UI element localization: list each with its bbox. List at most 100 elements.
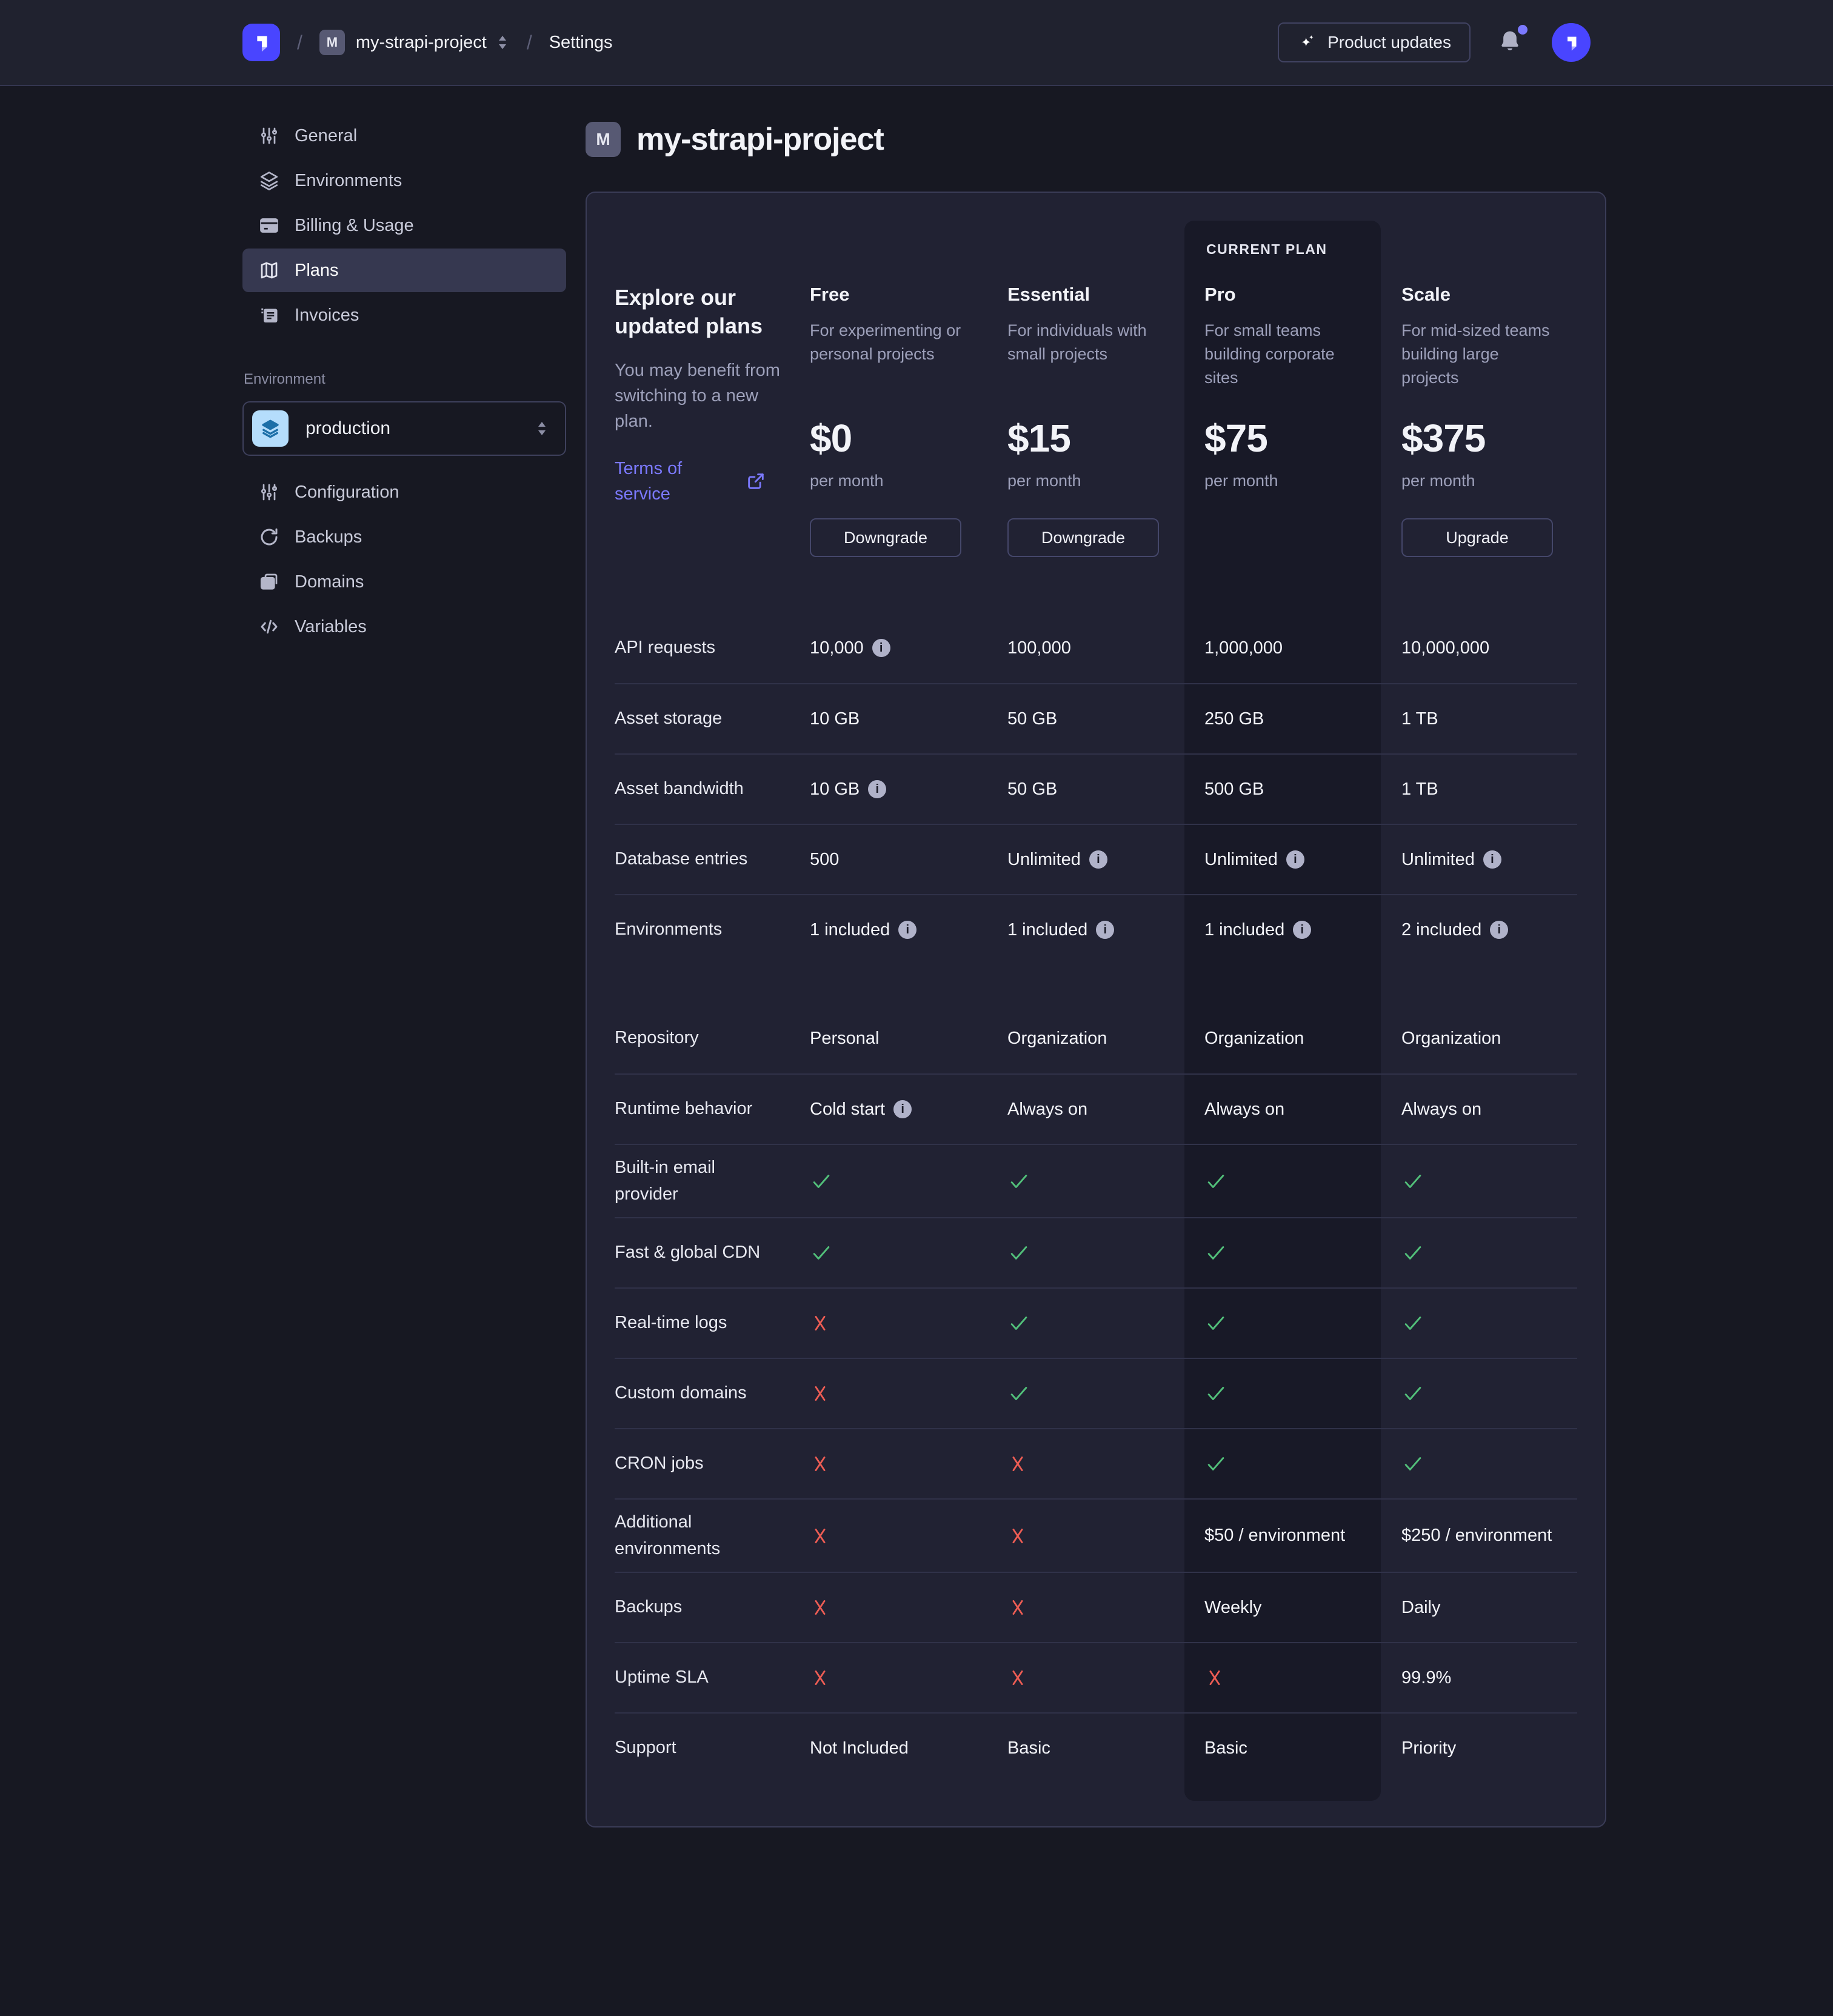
breadcrumb-project[interactable]: my-strapi-project bbox=[355, 32, 487, 52]
feature-value-text: 100,000 bbox=[1007, 638, 1071, 658]
feature-value: 250 GB bbox=[1204, 709, 1401, 729]
feature-value-text: 50 GB bbox=[1007, 709, 1058, 729]
plan-name: Free bbox=[810, 284, 850, 305]
sidebar-item-billing-usage[interactable]: Billing & Usage bbox=[242, 204, 566, 247]
info-icon[interactable]: i bbox=[1286, 850, 1304, 869]
info-icon[interactable]: i bbox=[1089, 850, 1107, 869]
feature-value: Unlimited i bbox=[1401, 850, 1577, 870]
check-icon bbox=[1204, 1312, 1227, 1335]
feature-row-api-requests: API requests 10,000 i 100,000 1,000,000 10,00… bbox=[615, 613, 1577, 683]
page-header: M my-strapi-project bbox=[586, 121, 1606, 158]
top-bar: / M my-strapi-project / Settings Product… bbox=[0, 0, 1833, 86]
plan-price: $75 bbox=[1204, 416, 1268, 460]
sidebar-item-configuration[interactable]: Configuration bbox=[242, 470, 566, 514]
cross-icon bbox=[810, 1313, 830, 1333]
main-content: M my-strapi-project CURRENT PLAN Explore… bbox=[566, 114, 1606, 1827]
project-switcher-icon[interactable] bbox=[495, 33, 510, 52]
feature-value-text: Personal bbox=[810, 1028, 880, 1048]
feature-value bbox=[1401, 1312, 1577, 1335]
feature-value: Organization bbox=[1007, 1029, 1204, 1049]
info-icon[interactable]: i bbox=[893, 1100, 912, 1118]
feature-value: 500 bbox=[810, 850, 1007, 870]
feature-value: 1,000,000 bbox=[1204, 638, 1401, 658]
feature-value bbox=[1401, 1382, 1577, 1405]
account-avatar[interactable] bbox=[1552, 23, 1591, 62]
feature-value-text: 99.9% bbox=[1401, 1667, 1452, 1687]
feature-label: Database entries bbox=[615, 849, 748, 869]
feature-value: 10,000 i bbox=[810, 638, 1007, 658]
feature-value: Not Included bbox=[810, 1738, 1007, 1758]
code-icon bbox=[258, 616, 280, 638]
feature-value-text: Unlimited bbox=[1007, 849, 1081, 869]
feature-row-database-entries: Database entries 500 Unlimited i Unlimited i U… bbox=[615, 824, 1577, 894]
terms-of-service-link[interactable]: Terms of service bbox=[615, 456, 810, 507]
sidebar-item-variables[interactable]: Variables bbox=[242, 605, 566, 649]
product-updates-button[interactable]: Product updates bbox=[1278, 22, 1471, 62]
feature-value-text: Organization bbox=[1204, 1028, 1304, 1048]
environment-select[interactable]: production bbox=[242, 401, 566, 456]
feature-value: 2 included i bbox=[1401, 920, 1577, 940]
sidebar-item-plans[interactable]: Plans bbox=[242, 249, 566, 292]
feature-value: Daily bbox=[1401, 1598, 1577, 1618]
external-link-icon bbox=[746, 471, 766, 492]
sidebar-item-general[interactable]: General bbox=[242, 114, 566, 158]
feature-group-gap bbox=[615, 964, 1577, 1003]
sidebar-item-backups[interactable]: Backups bbox=[242, 515, 566, 559]
feature-value: Unlimited i bbox=[1007, 850, 1204, 870]
feature-row-environments: Environments 1 included i 1 included i 1 incl… bbox=[615, 894, 1577, 964]
current-plan-column-highlight bbox=[1184, 221, 1381, 1801]
sidebar-item-label: Variables bbox=[295, 616, 367, 636]
downgrade-button[interactable]: Downgrade bbox=[1007, 518, 1159, 557]
feature-value-text: 2 included bbox=[1401, 920, 1482, 940]
feature-value: 10,000,000 bbox=[1401, 638, 1577, 658]
breadcrumb-section: Settings bbox=[549, 32, 613, 52]
plans-header: Explore our updated plans You may benefi… bbox=[615, 193, 1577, 613]
plans-card: CURRENT PLAN Explore our updated plans Y… bbox=[586, 192, 1606, 1827]
strapi-logo[interactable] bbox=[242, 24, 280, 61]
info-icon[interactable]: i bbox=[1293, 921, 1312, 939]
feature-value bbox=[1204, 1170, 1401, 1193]
plan-period: per month bbox=[1204, 472, 1278, 490]
info-icon[interactable]: i bbox=[1096, 921, 1115, 939]
info-icon[interactable]: i bbox=[872, 639, 890, 657]
sidebar-item-label: Plans bbox=[295, 260, 339, 280]
feature-label: Runtime behavior bbox=[615, 1099, 753, 1119]
notifications-button[interactable] bbox=[1497, 25, 1528, 56]
feature-row-uptime-sla: Uptime SLA 99.9% bbox=[615, 1642, 1577, 1712]
feature-label: Fast & global CDN bbox=[615, 1243, 761, 1263]
info-icon[interactable]: i bbox=[868, 780, 887, 798]
upgrade-button[interactable]: Upgrade bbox=[1401, 518, 1553, 557]
feature-value: Unlimited i bbox=[1204, 850, 1401, 870]
feature-value bbox=[810, 1597, 1007, 1618]
sidebar-item-label: Invoices bbox=[295, 305, 359, 325]
folder-copy-icon bbox=[258, 571, 280, 593]
feature-value-text: 1 included bbox=[810, 920, 890, 940]
environment-nav: Configuration Backups Domains Variables bbox=[242, 470, 566, 649]
feature-value: $50 / environment bbox=[1204, 1526, 1401, 1546]
sidebar-item-domains[interactable]: Domains bbox=[242, 560, 566, 604]
plan-price: $375 bbox=[1401, 416, 1486, 460]
feature-value: Organization bbox=[1204, 1029, 1401, 1049]
info-icon[interactable]: i bbox=[1490, 921, 1509, 939]
info-icon[interactable]: i bbox=[898, 921, 917, 939]
sidebar-item-environments[interactable]: Environments bbox=[242, 159, 566, 202]
feature-value bbox=[1204, 1667, 1401, 1688]
feature-value bbox=[1401, 1241, 1577, 1264]
sliders-icon bbox=[258, 481, 280, 503]
plan-column-pro: Pro For small teams building corporate si… bbox=[1204, 284, 1401, 557]
feature-value: 99.9% bbox=[1401, 1668, 1577, 1688]
downgrade-button[interactable]: Downgrade bbox=[810, 518, 961, 557]
feature-value bbox=[1204, 1312, 1401, 1335]
info-icon[interactable]: i bbox=[1483, 850, 1501, 869]
feature-label: CRON jobs bbox=[615, 1454, 704, 1474]
sidebar-item-label: Domains bbox=[295, 572, 364, 592]
feature-label: Custom domains bbox=[615, 1383, 747, 1403]
sidebar-item-label: Configuration bbox=[295, 482, 399, 502]
plan-name: Essential bbox=[1007, 284, 1090, 305]
check-icon bbox=[1007, 1382, 1030, 1405]
sidebar: General Environments Billing & Usage Plans I… bbox=[242, 114, 566, 650]
sidebar-item-invoices[interactable]: Invoices bbox=[242, 293, 566, 337]
feature-value: Organization bbox=[1401, 1029, 1577, 1049]
feature-value-text: $50 / environment bbox=[1204, 1526, 1346, 1545]
map-icon bbox=[258, 259, 280, 281]
